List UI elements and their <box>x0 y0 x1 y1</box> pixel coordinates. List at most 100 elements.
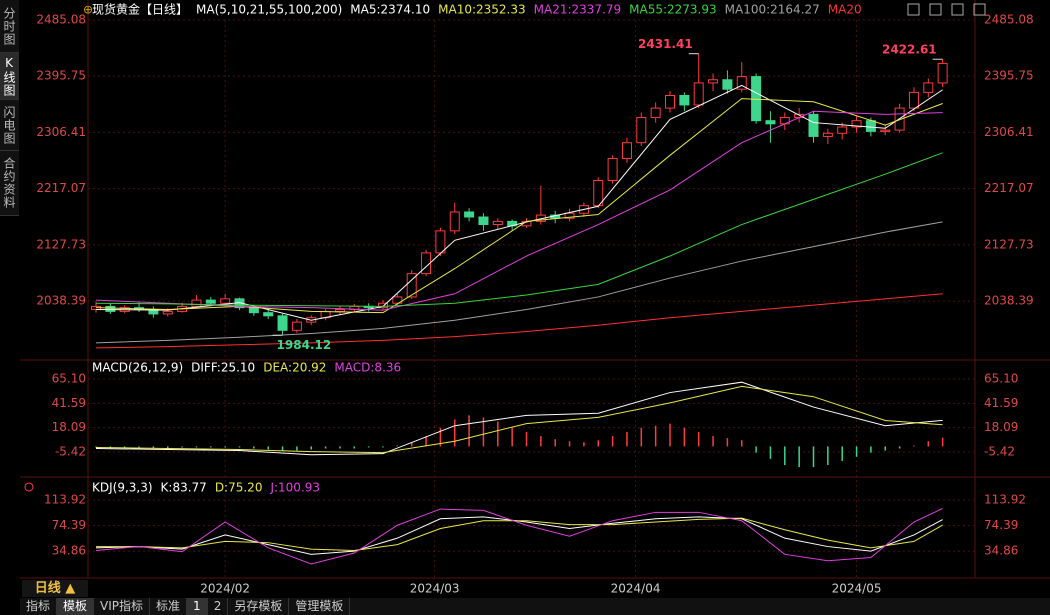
candle-body <box>679 95 690 106</box>
candle-body <box>908 91 919 109</box>
candle-body <box>665 95 675 109</box>
candle-body <box>478 216 489 226</box>
y-tick-label: -5.42 <box>984 445 1015 459</box>
series-line <box>95 385 943 454</box>
panel-borders <box>20 0 1050 579</box>
annotation: 2422.61 <box>882 43 937 57</box>
legend-entry: MA20 <box>828 3 862 17</box>
button[interactable]: 另存模板 <box>228 598 290 615</box>
candle-body <box>162 310 173 315</box>
y-tick-label: 18.09 <box>52 420 86 434</box>
y-tick-label: 18.09 <box>984 420 1018 434</box>
y-tick-label: 74.39 <box>52 518 86 532</box>
button[interactable]: 管理模板 <box>289 598 351 615</box>
icon[interactable] <box>929 3 942 16</box>
candle-body <box>722 79 733 90</box>
legend-entry: MACD:8.36 <box>334 361 401 375</box>
y-tick-label: 2306.41 <box>36 125 86 139</box>
toolbar: 指标 模板 VIP指标 标准 1 2 另存模板 管理模板 <box>20 598 1050 615</box>
icon[interactable] <box>973 3 986 16</box>
candle-body <box>607 157 618 181</box>
button[interactable]: 2 <box>208 598 229 615</box>
candle-body <box>464 211 475 218</box>
candle-body <box>277 315 288 331</box>
candle-body <box>105 305 116 312</box>
tab[interactable]: 分时图 <box>0 0 19 53</box>
candle-body <box>851 120 862 128</box>
icon[interactable] <box>907 3 920 16</box>
legend-entry: MA(5,10,21,55,100,200) <box>196 3 342 17</box>
y-tick-label: 34.86 <box>984 544 1018 558</box>
button[interactable]: 1 <box>187 598 208 615</box>
candle-body <box>621 142 632 159</box>
legend-entry: D:75.20 <box>215 481 263 495</box>
tab[interactable]: 闪电图 <box>0 100 19 151</box>
y-tick-label: 113.92 <box>44 493 86 507</box>
legend-entry: MA100:2164.27 <box>725 3 820 17</box>
tab[interactable]: 合约资料 <box>0 151 19 216</box>
y-tick-label: 74.39 <box>984 518 1018 532</box>
annotation: 2431.41 <box>638 37 693 51</box>
candle-body <box>191 299 202 307</box>
y-tick-label: 41.59 <box>984 396 1018 410</box>
annotation: 1984.12 <box>277 338 332 352</box>
kdj-icon[interactable] <box>24 482 34 492</box>
y-tick-label: 65.10 <box>984 371 1018 385</box>
candle-body <box>765 120 776 125</box>
title-icon: ⊕ <box>83 3 93 17</box>
candle-body <box>822 132 833 137</box>
x-tick-label: 2024/05 <box>832 582 882 596</box>
button[interactable]: 模板 <box>57 598 95 615</box>
candle-body <box>708 79 719 84</box>
series-line <box>95 508 943 565</box>
y-tick-label: 2395.75 <box>36 69 86 83</box>
button[interactable]: 指标 <box>20 598 58 615</box>
window-icons[interactable] <box>907 3 986 16</box>
candle-body <box>693 82 704 106</box>
legend-entry: MA5:2374.10 <box>350 3 430 17</box>
series-line <box>95 381 943 456</box>
y-tick-label: 2217.07 <box>36 181 86 195</box>
candle-body <box>435 230 446 254</box>
button[interactable]: VIP指标 <box>94 598 151 615</box>
candle-body <box>291 321 302 331</box>
x-tick-label: 2024/03 <box>410 582 460 596</box>
y-tick-label: -5.42 <box>55 445 86 459</box>
y-tick-label: 113.92 <box>984 493 1026 507</box>
icon[interactable] <box>951 3 964 16</box>
legend-entry: MA55:2273.93 <box>629 3 717 17</box>
candle-body <box>449 211 460 232</box>
legend-entry: KDJ(9,3,3) <box>92 481 153 495</box>
legend-entry: DIFF:25.10 <box>191 361 255 375</box>
series-line <box>95 516 943 555</box>
candle-body <box>334 309 345 312</box>
candle-body <box>492 220 503 226</box>
y-tick-label: 2217.07 <box>984 181 1034 195</box>
candle-body <box>564 212 575 219</box>
y-tick-label: 2127.73 <box>984 237 1034 251</box>
y-tick-label: 2038.39 <box>984 294 1034 308</box>
series-line <box>95 221 943 344</box>
candle-body <box>865 120 876 132</box>
candle-body <box>220 298 231 304</box>
legend-entry: 现货黄金【日线】 <box>92 2 188 17</box>
candle-body <box>736 76 747 90</box>
candle-body <box>937 62 948 84</box>
period-selector[interactable]: 日线 ▲ <box>22 580 88 597</box>
candle-body <box>406 273 417 298</box>
candle-body <box>205 299 216 304</box>
legend-entry: K:83.77 <box>161 481 207 495</box>
y-tick-label: 65.10 <box>52 371 86 385</box>
legend-entry: MA10:2352.33 <box>438 3 526 17</box>
tab[interactable]: K线图 <box>0 53 19 100</box>
y-tick-label: 34.86 <box>52 544 86 558</box>
candle-body <box>923 82 934 93</box>
candle-body <box>392 296 403 304</box>
series-line <box>96 517 943 551</box>
candle-body <box>880 129 891 132</box>
legend-entry: MACD(26,12,9) <box>92 361 183 375</box>
candle-body <box>421 252 432 275</box>
button[interactable]: 标准 <box>150 598 188 615</box>
y-tick-label: 2485.08 <box>984 12 1034 26</box>
